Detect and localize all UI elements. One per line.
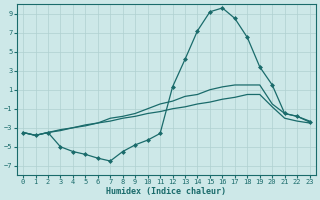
- X-axis label: Humidex (Indice chaleur): Humidex (Indice chaleur): [106, 187, 226, 196]
